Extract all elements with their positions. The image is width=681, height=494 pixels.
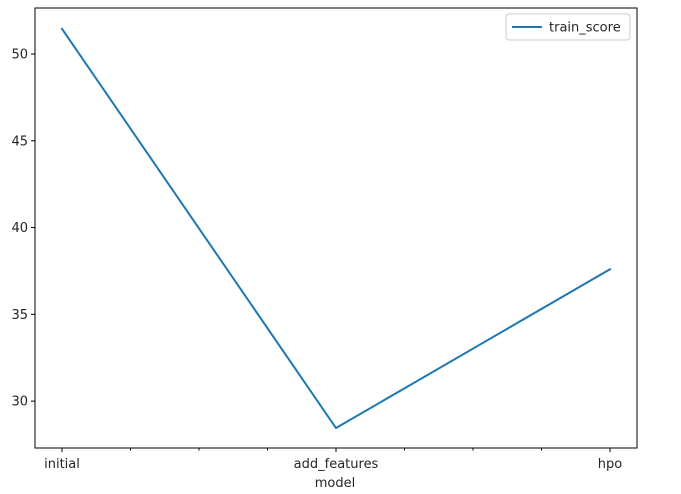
plot-frame [34,7,638,449]
series-group [60,27,612,430]
y-tick-label: 50 [11,47,28,62]
legend-label: train_score [549,21,621,36]
x-axis-label: model [315,476,355,490]
x-tick-label: add_features [294,457,379,472]
x-axis-ticks: initial add_features hpo [44,448,622,472]
y-tick-label: 30 [11,395,28,410]
legend-box [505,13,631,41]
y-tick-label: 35 [11,308,28,323]
y-axis-ticks: 30 35 40 45 50 [11,47,35,410]
legend: train_score [505,13,631,41]
y-tick-label: 40 [11,221,28,236]
x-tick-label: hpo [598,457,622,472]
x-tick-label: initial [44,457,80,472]
series-line-train-score [60,27,612,430]
y-tick-label: 45 [11,134,28,149]
